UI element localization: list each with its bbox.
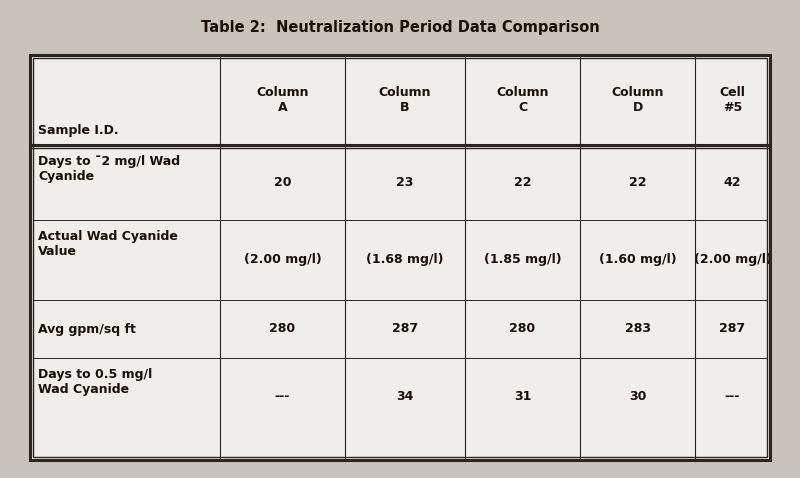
Text: (1.85 mg/l): (1.85 mg/l) — [484, 253, 562, 267]
Text: Table 2:  Neutralization Period Data Comparison: Table 2: Neutralization Period Data Comp… — [201, 20, 599, 35]
Text: 22: 22 — [514, 176, 531, 189]
Text: (2.00 mg/l): (2.00 mg/l) — [244, 253, 322, 267]
Text: Column
D: Column D — [611, 86, 664, 114]
Bar — [33, 58, 767, 457]
Text: Actual Wad Cyanide
Value: Actual Wad Cyanide Value — [38, 230, 178, 258]
Text: Column
C: Column C — [496, 86, 549, 114]
Bar — [30, 55, 770, 460]
Text: 287: 287 — [392, 323, 418, 336]
Text: 280: 280 — [510, 323, 535, 336]
Text: 23: 23 — [396, 176, 414, 189]
Text: 34: 34 — [396, 390, 414, 403]
Text: 20: 20 — [274, 176, 291, 189]
Text: (1.68 mg/l): (1.68 mg/l) — [366, 253, 444, 267]
Text: ---: --- — [275, 390, 290, 403]
Text: 30: 30 — [629, 390, 646, 403]
Text: 283: 283 — [625, 323, 650, 336]
Text: 42: 42 — [724, 176, 742, 189]
Text: Column
B: Column B — [378, 86, 431, 114]
Text: ---: --- — [725, 390, 740, 403]
Text: 287: 287 — [719, 323, 746, 336]
Text: Sample I.D.: Sample I.D. — [38, 124, 118, 137]
Text: Days to 0.5 mg/l
Wad Cyanide: Days to 0.5 mg/l Wad Cyanide — [38, 368, 152, 396]
Text: 280: 280 — [270, 323, 295, 336]
Text: Cell
#5: Cell #5 — [719, 86, 746, 114]
Text: 22: 22 — [629, 176, 646, 189]
Text: (1.60 mg/l): (1.60 mg/l) — [598, 253, 676, 267]
Bar — [30, 55, 770, 460]
Text: Days to ¯2 mg/l Wad
Cyanide: Days to ¯2 mg/l Wad Cyanide — [38, 155, 180, 183]
Text: (2.00 mg/l): (2.00 mg/l) — [694, 253, 771, 267]
Text: 31: 31 — [514, 390, 531, 403]
Text: Avg gpm/sq ft: Avg gpm/sq ft — [38, 323, 136, 336]
Text: Column
A: Column A — [256, 86, 309, 114]
